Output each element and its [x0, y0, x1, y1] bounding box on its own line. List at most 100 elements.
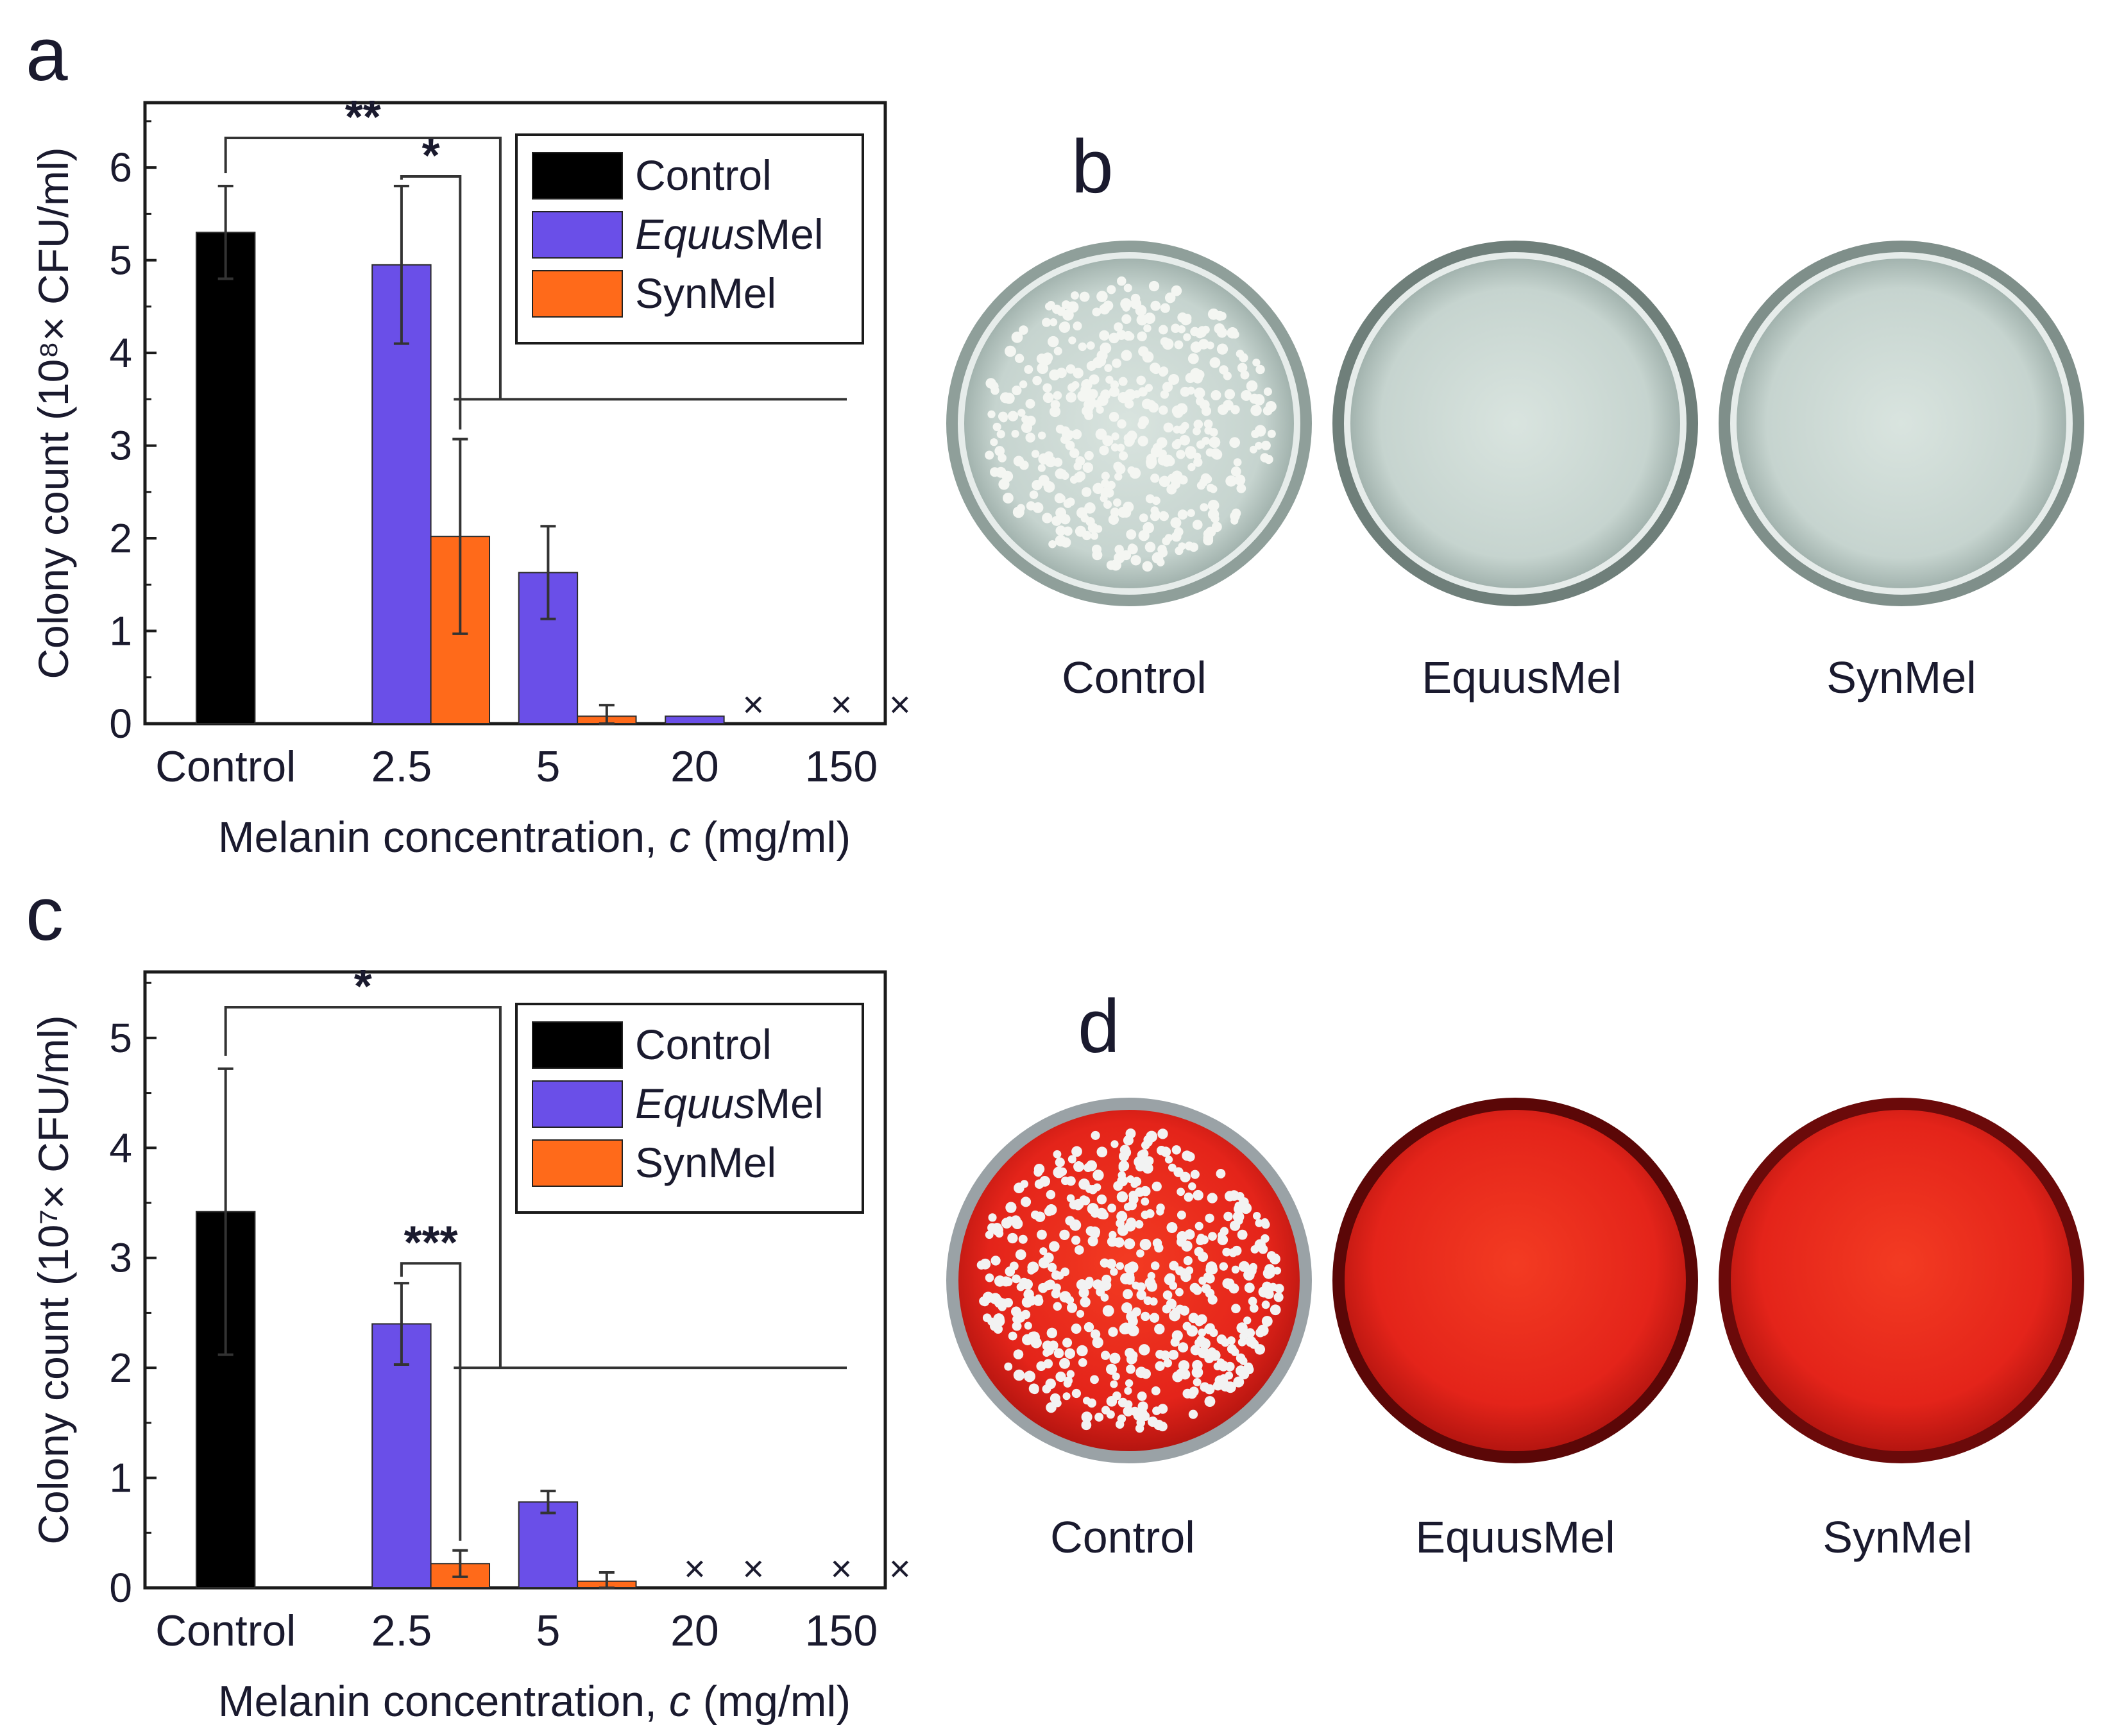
- colony: [1121, 1302, 1133, 1314]
- colony: [1069, 448, 1080, 459]
- colony: [1095, 428, 1107, 440]
- colony: [1030, 1385, 1039, 1395]
- colony: [1227, 327, 1239, 339]
- colony: [1149, 1313, 1160, 1323]
- colony: [1260, 453, 1270, 463]
- colony: [1150, 1261, 1160, 1270]
- colony: [1071, 291, 1079, 300]
- colony: [1053, 346, 1062, 355]
- colony: [1076, 1279, 1088, 1291]
- colony: [1164, 1155, 1173, 1164]
- colony: [1211, 449, 1223, 460]
- colony: [1177, 1187, 1185, 1196]
- colony: [1230, 1347, 1239, 1356]
- colony: [1164, 292, 1176, 303]
- colony: [982, 1313, 992, 1323]
- colony: [1001, 470, 1014, 482]
- legend-swatch: [532, 211, 623, 259]
- colony: [1215, 1381, 1223, 1390]
- colony: [1125, 1347, 1135, 1358]
- colony: [1096, 1207, 1107, 1220]
- no-growth-marker: ×: [889, 1548, 911, 1590]
- colony: [1034, 1294, 1043, 1303]
- colony: [1071, 1323, 1082, 1334]
- plot-frame: [143, 970, 887, 1590]
- colony: [1137, 436, 1148, 447]
- colony: [1097, 395, 1109, 406]
- colony: [1222, 1247, 1231, 1257]
- colonies: [985, 276, 1277, 572]
- colony: [1160, 390, 1169, 399]
- no-growth-marker: ×: [889, 684, 911, 726]
- colony: [1028, 1331, 1037, 1341]
- colony: [987, 410, 996, 418]
- colony: [1180, 386, 1191, 397]
- colony: [1162, 382, 1173, 393]
- colony: [1173, 1167, 1184, 1177]
- colony: [992, 422, 1001, 431]
- colony: [1196, 327, 1207, 338]
- colony: [1261, 1316, 1273, 1327]
- colony: [1139, 513, 1148, 523]
- significance-bracket: [400, 175, 462, 430]
- legend-swatch: [532, 1021, 623, 1069]
- colony: [1176, 1371, 1184, 1379]
- bar: [665, 715, 725, 724]
- colony: [1207, 509, 1220, 520]
- colony: [1207, 1193, 1218, 1204]
- colony: [1135, 1366, 1147, 1379]
- colony: [1273, 1266, 1282, 1275]
- colony: [1193, 1377, 1202, 1386]
- colony: [1236, 1322, 1248, 1334]
- colony: [1126, 1261, 1139, 1273]
- colony: [1214, 323, 1225, 334]
- colony: [1203, 475, 1212, 484]
- colony: [1118, 1164, 1126, 1172]
- no-growth-marker: ×: [684, 1548, 706, 1590]
- colony: [1141, 1311, 1150, 1322]
- colony: [1168, 373, 1180, 385]
- colony: [990, 438, 998, 447]
- colony: [1194, 387, 1205, 399]
- colony: [1075, 525, 1087, 537]
- colony: [1063, 526, 1073, 536]
- colony: [1189, 542, 1198, 552]
- colony: [1101, 472, 1110, 481]
- colony: [999, 392, 1012, 404]
- colony: [1013, 1349, 1024, 1359]
- colony: [1031, 450, 1040, 458]
- colony: [1109, 412, 1119, 422]
- colony: [1236, 483, 1246, 493]
- colony: [1270, 1304, 1281, 1316]
- colony: [1127, 1200, 1137, 1211]
- colony: [1073, 1198, 1084, 1210]
- colony: [1109, 386, 1120, 397]
- colony: [1197, 1234, 1205, 1242]
- colony: [1258, 1286, 1270, 1298]
- colony: [1152, 443, 1162, 452]
- colony: [1125, 1379, 1134, 1388]
- colony: [1178, 1342, 1189, 1353]
- colony: [1159, 475, 1171, 488]
- colony: [1113, 461, 1123, 472]
- colony: [1171, 1145, 1182, 1155]
- x-tick-label: Control: [155, 1606, 296, 1655]
- colony: [1157, 455, 1169, 466]
- colony: [1049, 369, 1060, 381]
- colony: [1160, 303, 1170, 313]
- colony: [1019, 325, 1028, 335]
- colony: [1043, 481, 1055, 493]
- colony: [1142, 1162, 1153, 1174]
- colony: [1120, 298, 1132, 310]
- colony: [1261, 440, 1271, 450]
- colony: [1143, 1296, 1153, 1306]
- colony: [1051, 304, 1062, 314]
- colony: [1239, 1357, 1248, 1365]
- colony: [1155, 1361, 1165, 1372]
- colony: [1169, 1281, 1178, 1290]
- colony: [1202, 436, 1210, 445]
- colony: [1136, 375, 1146, 386]
- colony: [1059, 1291, 1071, 1303]
- colony: [1042, 383, 1052, 393]
- colony: [1241, 389, 1252, 401]
